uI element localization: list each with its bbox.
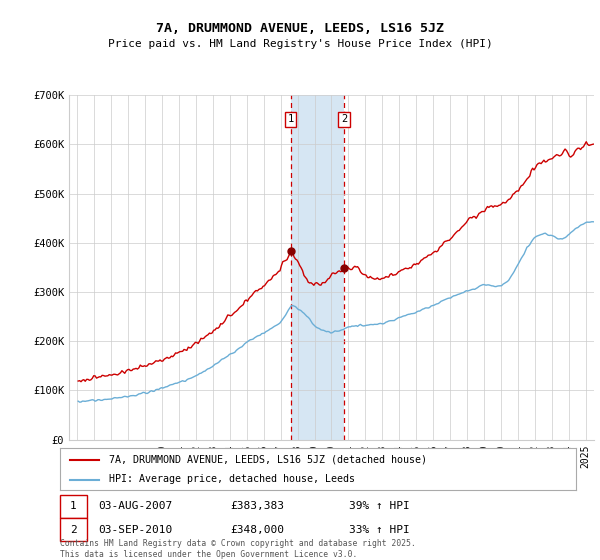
Text: 39% ↑ HPI: 39% ↑ HPI [349, 501, 410, 511]
Text: HPI: Average price, detached house, Leeds: HPI: Average price, detached house, Leed… [109, 474, 355, 484]
Bar [60, 519, 87, 541]
Text: 7A, DRUMMOND AVENUE, LEEDS, LS16 5JZ (detached house): 7A, DRUMMOND AVENUE, LEEDS, LS16 5JZ (de… [109, 455, 427, 465]
Text: 2: 2 [70, 525, 77, 535]
Text: Price paid vs. HM Land Registry's House Price Index (HPI): Price paid vs. HM Land Registry's House … [107, 39, 493, 49]
Text: 7A, DRUMMOND AVENUE, LEEDS, LS16 5JZ: 7A, DRUMMOND AVENUE, LEEDS, LS16 5JZ [156, 22, 444, 35]
Text: Contains HM Land Registry data © Crown copyright and database right 2025.
This d: Contains HM Land Registry data © Crown c… [60, 539, 416, 559]
Text: 03-AUG-2007: 03-AUG-2007 [98, 501, 173, 511]
Text: 1: 1 [287, 114, 293, 124]
Text: 03-SEP-2010: 03-SEP-2010 [98, 525, 173, 535]
Text: 2: 2 [341, 114, 347, 124]
Text: 33% ↑ HPI: 33% ↑ HPI [349, 525, 410, 535]
Bar [290, 95, 344, 440]
Text: £348,000: £348,000 [230, 525, 284, 535]
Text: 1: 1 [70, 501, 77, 511]
Bar [60, 495, 87, 517]
Text: £383,383: £383,383 [230, 501, 284, 511]
